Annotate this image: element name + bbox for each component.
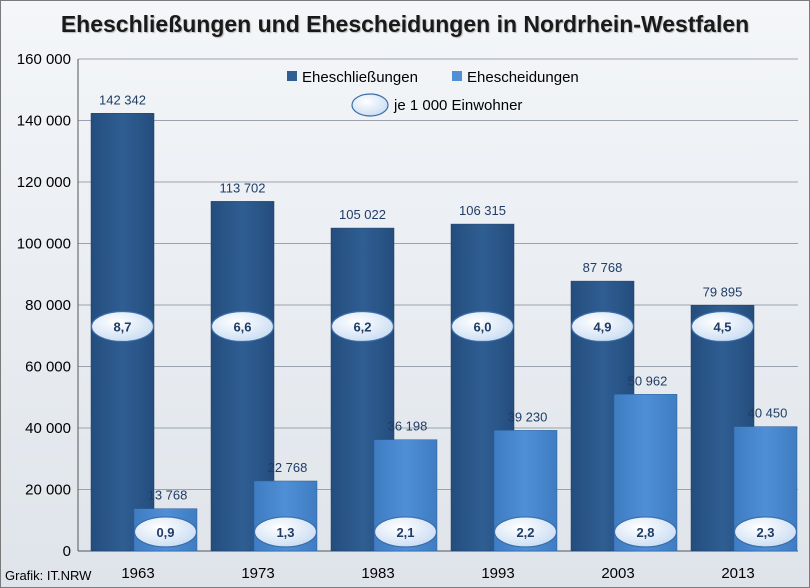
svg-text:2,8: 2,8 bbox=[636, 525, 654, 540]
y-tick-label: 160 000 bbox=[17, 51, 71, 68]
x-tick-label: 1983 bbox=[361, 565, 394, 582]
data-label-ehescheidungen: 13 768 bbox=[148, 488, 188, 503]
svg-text:6,2: 6,2 bbox=[353, 320, 371, 335]
rate-bubble-ehescheidungen: 0,9 bbox=[133, 516, 198, 548]
svg-text:4,5: 4,5 bbox=[713, 320, 731, 335]
legend: Eheschließungen Ehescheidungen je 1 000 Ei… bbox=[287, 69, 579, 117]
data-label-ehescheidungen: 50 962 bbox=[628, 373, 668, 388]
rate-bubble-ehescheidungen: 1,3 bbox=[253, 516, 318, 548]
legend-swatch-eheschliessungen bbox=[287, 71, 297, 81]
rate-bubble-ehescheidungen: 2,1 bbox=[373, 516, 438, 548]
data-label-ehescheidungen: 39 230 bbox=[508, 409, 548, 424]
legend-swatch-rate bbox=[351, 93, 389, 117]
data-label-ehescheidungen: 36 198 bbox=[388, 419, 428, 434]
data-label-eheschliessungen: 106 315 bbox=[459, 203, 506, 218]
data-label-ehescheidungen: 40 450 bbox=[748, 406, 788, 421]
svg-text:2,3: 2,3 bbox=[756, 525, 774, 540]
rate-bubble-ehescheidungen: 2,3 bbox=[733, 516, 798, 548]
rate-bubble-eheschliessungen: 6,0 bbox=[450, 310, 515, 343]
y-tick-label: 40 000 bbox=[25, 420, 71, 437]
x-tick-label: 1963 bbox=[121, 565, 154, 582]
y-tick-label: 100 000 bbox=[17, 236, 71, 253]
svg-text:4,9: 4,9 bbox=[593, 320, 611, 335]
x-tick-label: 1973 bbox=[241, 565, 274, 582]
legend-label-eheschliessungen: Eheschließungen bbox=[302, 69, 418, 86]
chart-title: Eheschließungen und Ehescheidungen in No… bbox=[60, 11, 750, 37]
x-tick-label: 2003 bbox=[601, 565, 634, 582]
svg-text:8,7: 8,7 bbox=[113, 320, 131, 335]
legend-label-ehescheidungen: Ehescheidungen bbox=[467, 69, 579, 86]
data-label-eheschliessungen: 113 702 bbox=[219, 180, 265, 195]
legend-swatch-ehescheidungen bbox=[452, 71, 462, 81]
rate-bubble-eheschliessungen: 4,5 bbox=[690, 310, 755, 343]
data-label-eheschliessungen: 105 022 bbox=[339, 207, 386, 222]
rate-bubble-ehescheidungen: 2,8 bbox=[613, 516, 678, 548]
data-label-eheschliessungen: 79 895 bbox=[703, 284, 743, 299]
data-label-ehescheidungen: 22 768 bbox=[268, 460, 308, 475]
data-label-eheschliessungen: 87 768 bbox=[583, 260, 623, 275]
x-tick-label: 1993 bbox=[481, 565, 514, 582]
rate-bubble-ehescheidungen: 2,2 bbox=[493, 516, 558, 548]
y-tick-label: 60 000 bbox=[25, 359, 71, 376]
y-tick-label: 120 000 bbox=[17, 174, 71, 191]
x-tick-label: 2013 bbox=[721, 565, 754, 582]
svg-text:0,9: 0,9 bbox=[156, 525, 174, 540]
svg-text:6,0: 6,0 bbox=[473, 320, 491, 335]
rate-bubble-eheschliessungen: 8,7 bbox=[90, 310, 155, 343]
legend-label-rate: je 1 000 Einwohner bbox=[393, 97, 522, 114]
svg-text:2,1: 2,1 bbox=[396, 525, 414, 540]
y-tick-label: 140 000 bbox=[17, 113, 71, 130]
y-tick-label: 80 000 bbox=[25, 297, 71, 314]
y-tick-label: 20 000 bbox=[25, 482, 71, 499]
rate-bubble-eheschliessungen: 6,2 bbox=[330, 310, 395, 343]
data-label-eheschliessungen: 142 342 bbox=[99, 92, 146, 107]
svg-text:2,2: 2,2 bbox=[516, 525, 534, 540]
chart-credit: Grafik: IT.NRW bbox=[5, 568, 92, 583]
y-tick-label: 0 bbox=[63, 543, 71, 560]
svg-text:6,6: 6,6 bbox=[233, 320, 251, 335]
svg-text:1,3: 1,3 bbox=[276, 525, 294, 540]
rate-bubble-eheschliessungen: 6,6 bbox=[210, 310, 275, 343]
rate-bubble-eheschliessungen: 4,9 bbox=[570, 310, 635, 343]
